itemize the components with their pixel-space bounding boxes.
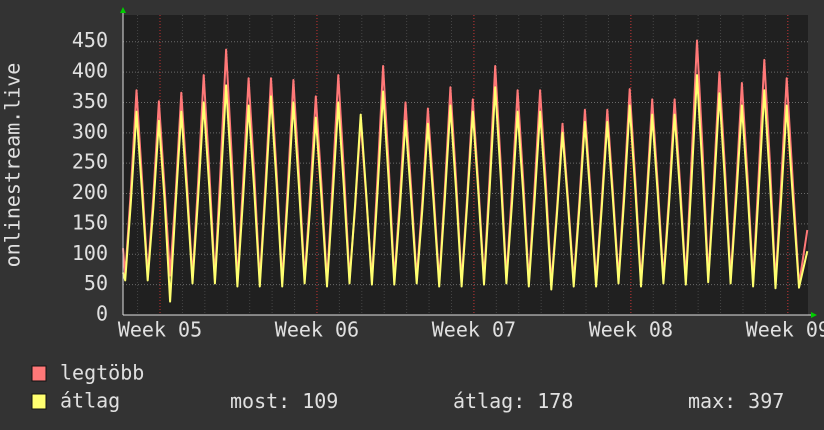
x-tick-label: Week 06 [275, 318, 359, 342]
legend-swatch [31, 393, 47, 410]
y-axis-label: onlinestream.live [1, 63, 25, 268]
y-tick-label: 0 [96, 302, 108, 326]
stat: átlag: 178 [453, 389, 573, 413]
stat-label: most: [230, 389, 290, 413]
y-tick-label: 50 [84, 271, 108, 295]
y-tick-label: 250 [72, 150, 108, 174]
legend-label: átlag [60, 389, 120, 413]
y-tick-label: 400 [72, 59, 108, 83]
legend-label: legtöbb [60, 361, 144, 385]
axis-arrow [120, 7, 126, 13]
stat-value: 178 [537, 389, 573, 413]
y-tick-label: 450 [72, 28, 108, 52]
stat: most: 109 [230, 389, 338, 413]
axis-arrow [811, 312, 817, 318]
stat-value: 397 [748, 389, 784, 413]
lines [122, 39, 809, 303]
y-tick-label: 150 [72, 210, 108, 234]
stat-value: 109 [302, 389, 338, 413]
series-line [122, 74, 809, 303]
stat-label: max: [688, 389, 736, 413]
grid [123, 15, 808, 316]
x-tick-label: Week 05 [118, 318, 202, 342]
y-tick-label: 300 [72, 119, 108, 143]
y-tick-label: 350 [72, 89, 108, 113]
stat: max: 397 [688, 389, 784, 413]
x-tick-label: Week 08 [589, 318, 673, 342]
y-tick-label: 100 [72, 241, 108, 265]
x-tick-label: Week 09 [746, 318, 824, 342]
stat-label: átlag: [453, 389, 525, 413]
legend-swatch [31, 365, 47, 382]
y-tick-label: 200 [72, 180, 108, 204]
x-tick-label: Week 07 [432, 318, 516, 342]
